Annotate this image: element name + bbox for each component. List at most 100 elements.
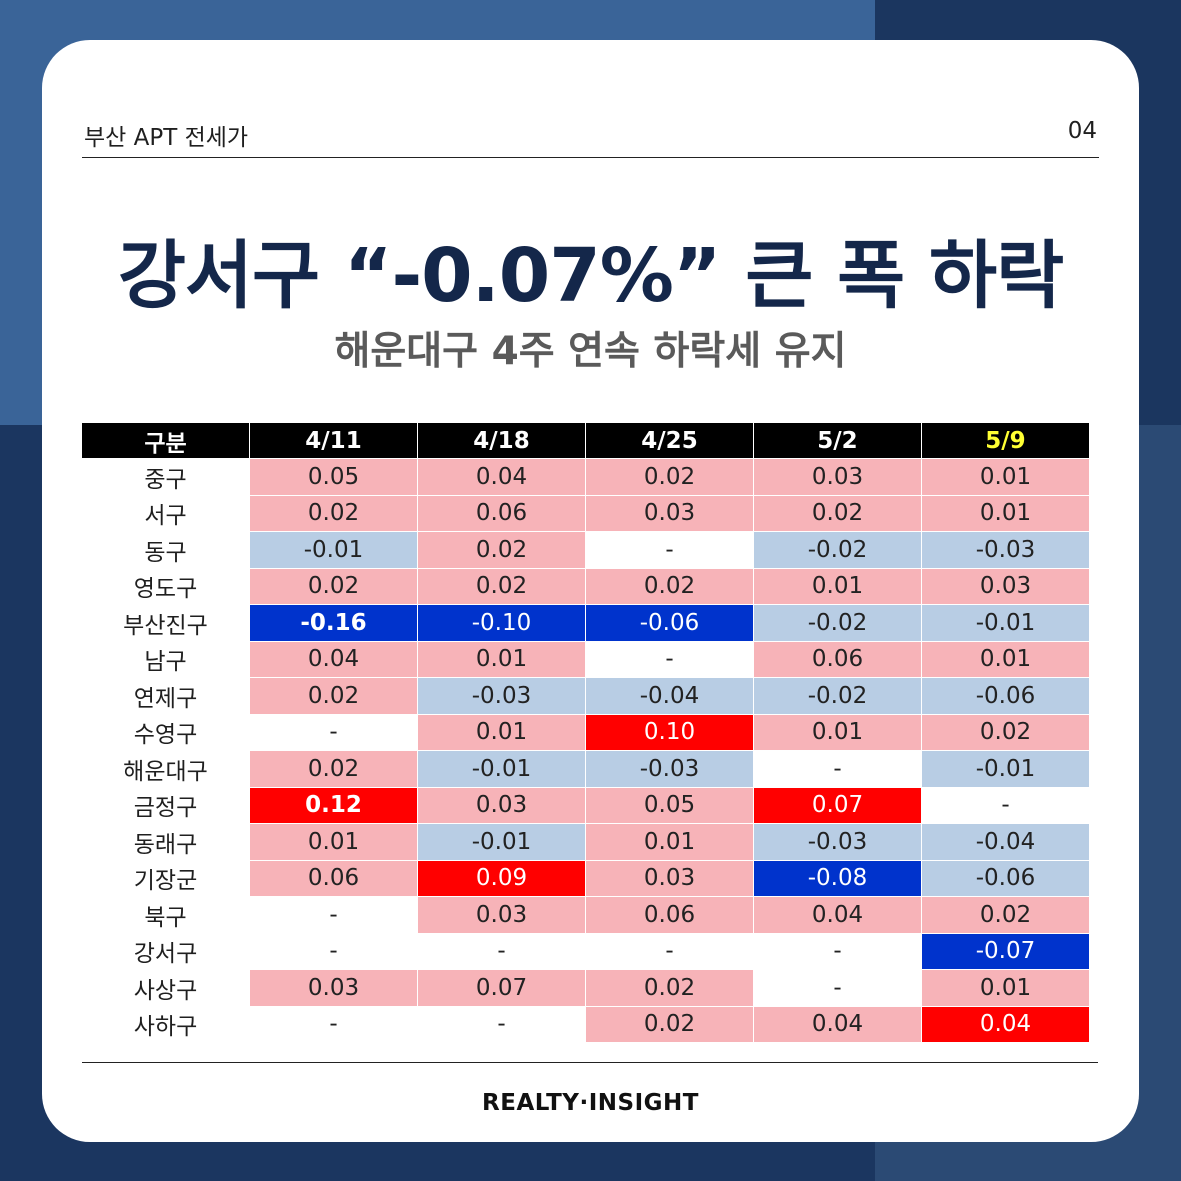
- page-number: 04: [1067, 118, 1097, 144]
- table-row: 기장군 0.06 0.09 0.03 -0.08 -0.06: [82, 860, 1090, 897]
- value-cell: -0.01: [250, 532, 418, 569]
- column-header-district: 구분: [82, 423, 250, 459]
- value-cell: -: [250, 714, 418, 751]
- column-header-date: 5/9: [922, 423, 1090, 459]
- value-cell: 0.04: [922, 1006, 1090, 1043]
- value-cell: -0.04: [586, 678, 754, 715]
- district-label: 수영구: [82, 714, 250, 751]
- value-cell: 0.02: [250, 678, 418, 715]
- column-header-date: 4/25: [586, 423, 754, 459]
- value-cell: 0.01: [250, 824, 418, 861]
- value-cell: -0.16: [250, 605, 418, 642]
- district-label: 사하구: [82, 1006, 250, 1043]
- content-card: 부산 APT 전세가 04 강서구 “-0.07%” 큰 폭 하락 해운대구 4…: [42, 40, 1139, 1142]
- page-title: 강서구 “-0.07%” 큰 폭 하락: [117, 233, 1064, 319]
- value-cell: -0.01: [418, 751, 586, 788]
- value-cell: -: [586, 933, 754, 970]
- value-cell: -: [754, 751, 922, 788]
- value-cell: 0.01: [754, 568, 922, 605]
- value-cell: 0.01: [586, 824, 754, 861]
- table-row: 강서구 - - - - -0.07: [82, 933, 1090, 970]
- table-row: 동래구 0.01 -0.01 0.01 -0.03 -0.04: [82, 824, 1090, 861]
- value-cell: 0.06: [250, 860, 418, 897]
- value-cell: -0.03: [586, 751, 754, 788]
- value-cell: 0.02: [586, 970, 754, 1007]
- value-cell: -: [250, 933, 418, 970]
- value-cell: -0.07: [922, 933, 1090, 970]
- value-cell: 0.05: [586, 787, 754, 824]
- table-row: 동구 -0.01 0.02- -0.02 -0.03: [82, 532, 1090, 569]
- page-subtitle: 해운대구 4주 연속 하락세 유지: [334, 329, 847, 374]
- value-cell: 0.10: [586, 714, 754, 751]
- value-cell: 0.03: [250, 970, 418, 1007]
- value-cell: 0.07: [754, 787, 922, 824]
- value-cell: 0.01: [754, 714, 922, 751]
- value-cell: -0.06: [586, 605, 754, 642]
- district-label: 강서구: [82, 933, 250, 970]
- header-divider: [82, 157, 1099, 158]
- table-row: 남구 0.04 0.01-0.06 0.01: [82, 641, 1090, 678]
- table-row: 부산진구 -0.16 -0.10 -0.06 -0.02 -0.01: [82, 605, 1090, 642]
- value-cell: 0.03: [586, 860, 754, 897]
- district-label: 동래구: [82, 824, 250, 861]
- value-cell: -0.02: [754, 605, 922, 642]
- value-cell: -0.02: [754, 678, 922, 715]
- value-cell: 0.03: [754, 459, 922, 496]
- value-cell: -0.01: [922, 605, 1090, 642]
- district-label: 남구: [82, 641, 250, 678]
- value-cell: -: [418, 933, 586, 970]
- district-label: 동구: [82, 532, 250, 569]
- value-cell: -: [754, 933, 922, 970]
- value-cell: 0.02: [586, 459, 754, 496]
- district-label: 북구: [82, 897, 250, 934]
- value-cell: 0.02: [250, 568, 418, 605]
- district-label: 금정구: [82, 787, 250, 824]
- value-cell: 0.02: [250, 495, 418, 532]
- value-cell: -0.01: [418, 824, 586, 861]
- table-bottom-rule: [82, 1062, 1098, 1063]
- value-cell: -: [754, 970, 922, 1007]
- table-row: 연제구 0.02 -0.03 -0.04 -0.02 -0.06: [82, 678, 1090, 715]
- value-cell: -0.06: [922, 860, 1090, 897]
- value-cell: 0.03: [922, 568, 1090, 605]
- value-cell: 0.01: [922, 970, 1090, 1007]
- value-cell: 0.06: [586, 897, 754, 934]
- section-label: 부산 APT 전세가: [84, 125, 249, 151]
- table-body: 중구 0.05 0.04 0.02 0.03 0.01 서구 0.02 0.06 0.03 0.02…: [82, 459, 1090, 1043]
- table-row: 수영구 -0.01 0.10 0.01 0.02: [82, 714, 1090, 751]
- value-cell: 0.01: [418, 641, 586, 678]
- value-cell: 0.04: [418, 459, 586, 496]
- value-cell: 0.01: [922, 459, 1090, 496]
- district-label: 중구: [82, 459, 250, 496]
- value-cell: 0.03: [586, 495, 754, 532]
- value-cell: -0.02: [754, 532, 922, 569]
- value-cell: -: [250, 1006, 418, 1043]
- rent-change-table: 구분 4/11 4/18 4/25 5/2 5/9 중구 0.05 0.04 0.02 0.03 0…: [82, 423, 1090, 1043]
- value-cell: -: [586, 641, 754, 678]
- value-cell: 0.01: [418, 714, 586, 751]
- value-cell: -: [418, 1006, 586, 1043]
- value-cell: -: [250, 897, 418, 934]
- district-label: 서구: [82, 495, 250, 532]
- table-row: 중구 0.05 0.04 0.02 0.03 0.01: [82, 459, 1090, 496]
- value-cell: -0.01: [922, 751, 1090, 788]
- value-cell: 0.12: [250, 787, 418, 824]
- value-cell: 0.06: [754, 641, 922, 678]
- value-cell: -0.03: [754, 824, 922, 861]
- value-cell: 0.01: [922, 641, 1090, 678]
- value-cell: -0.10: [418, 605, 586, 642]
- value-cell: 0.02: [754, 495, 922, 532]
- value-cell: 0.06: [418, 495, 586, 532]
- value-cell: -: [922, 787, 1090, 824]
- value-cell: 0.02: [418, 532, 586, 569]
- value-cell: 0.03: [418, 897, 586, 934]
- table-row: 해운대구 0.02 -0.01 -0.03- -0.01: [82, 751, 1090, 788]
- value-cell: -0.04: [922, 824, 1090, 861]
- value-cell: 0.03: [418, 787, 586, 824]
- district-label: 부산진구: [82, 605, 250, 642]
- value-cell: 0.09: [418, 860, 586, 897]
- value-cell: -: [586, 532, 754, 569]
- value-cell: 0.04: [754, 897, 922, 934]
- district-label: 해운대구: [82, 751, 250, 788]
- value-cell: 0.07: [418, 970, 586, 1007]
